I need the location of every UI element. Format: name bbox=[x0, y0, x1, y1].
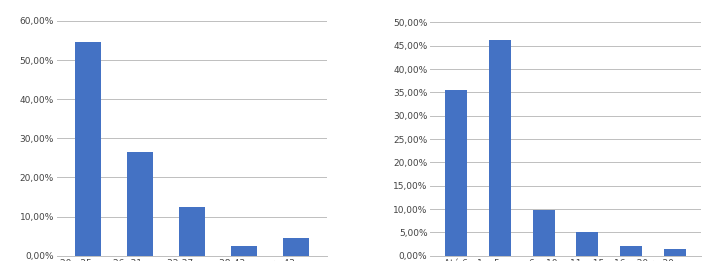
Bar bbox=[445, 90, 467, 256]
Bar bbox=[576, 233, 598, 256]
Bar bbox=[127, 152, 153, 256]
Bar bbox=[231, 246, 257, 256]
Bar bbox=[75, 42, 101, 256]
Bar bbox=[620, 246, 642, 256]
Bar bbox=[664, 249, 685, 256]
Bar bbox=[533, 210, 554, 256]
Bar bbox=[179, 207, 205, 256]
Bar bbox=[489, 40, 511, 256]
Bar bbox=[283, 238, 309, 256]
